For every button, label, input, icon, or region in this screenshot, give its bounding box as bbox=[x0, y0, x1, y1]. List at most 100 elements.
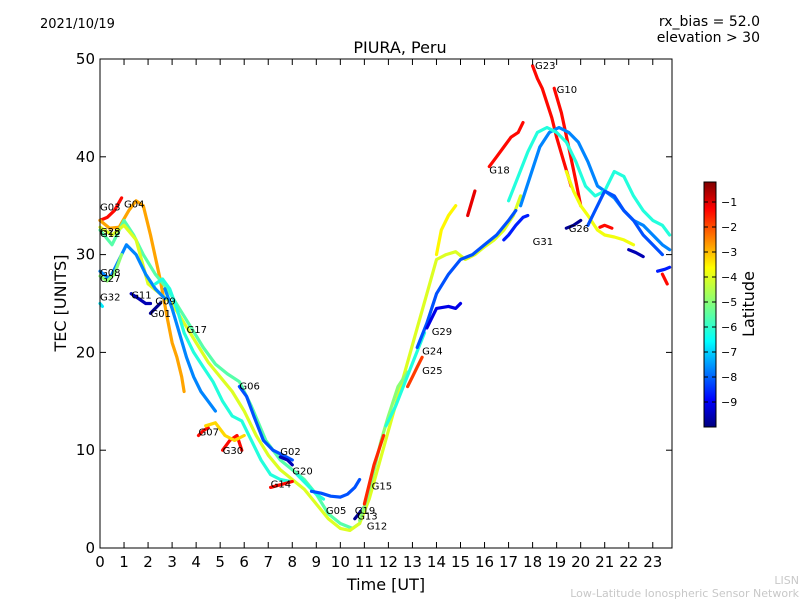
series-g18 bbox=[487, 120, 525, 169]
footer-credit: LISN Low-Latitude Ionospheric Sensor Net… bbox=[570, 574, 799, 600]
x-tick-label: 5 bbox=[215, 553, 225, 571]
sat-label-g10: G10 bbox=[557, 85, 577, 96]
series-g09 bbox=[153, 277, 292, 484]
sat-label-g19: G19 bbox=[355, 506, 375, 517]
sat-label-g26: G26 bbox=[569, 224, 589, 235]
series-g20 bbox=[295, 473, 326, 501]
series-gr3 bbox=[627, 248, 645, 259]
series-g25 bbox=[406, 355, 424, 389]
sat-label-g09: G09 bbox=[155, 297, 175, 308]
series-g17 bbox=[163, 287, 217, 413]
sat-label-g24: G24 bbox=[422, 346, 442, 357]
y-tick-label: 30 bbox=[76, 246, 95, 264]
series-g07 bbox=[196, 426, 210, 438]
x-tick-label: 21 bbox=[595, 553, 614, 571]
x-tick-label: 6 bbox=[239, 553, 249, 571]
x-tick-label: 9 bbox=[312, 553, 322, 571]
colorbar-tick-label: −2 bbox=[721, 221, 737, 234]
sat-label-g15: G15 bbox=[372, 481, 392, 492]
x-tick-label: 22 bbox=[619, 553, 638, 571]
sat-label-g32: G32 bbox=[100, 293, 120, 304]
colorbar bbox=[703, 181, 717, 428]
x-tick-label: 17 bbox=[499, 553, 518, 571]
series-gr1 bbox=[598, 223, 614, 230]
sat-label-g17: G17 bbox=[187, 325, 207, 336]
colorbar-ticks: −1 −2 −3 −4 −5 −6 −7 −8 −9 bbox=[704, 196, 737, 409]
sat-label-g28: G28 bbox=[100, 227, 120, 238]
sat-label-g29: G29 bbox=[432, 327, 452, 338]
series-g22 bbox=[434, 204, 458, 257]
sat-label-g01: G01 bbox=[151, 309, 171, 320]
x-tick-label: 11 bbox=[355, 553, 374, 571]
sat-label-g12: G12 bbox=[100, 229, 120, 240]
series-g02 bbox=[278, 455, 294, 467]
series-g31 bbox=[502, 213, 530, 242]
bias-info: rx_bias = 52.0 elevation > 30 bbox=[657, 14, 760, 46]
sat-label-g14: G14 bbox=[271, 479, 291, 490]
x-tick-label: 18 bbox=[523, 553, 542, 571]
sat-label-g25: G25 bbox=[422, 366, 442, 377]
y-tick-label: 50 bbox=[76, 50, 95, 68]
series-g14 bbox=[269, 479, 294, 489]
sat-label-g18: G18 bbox=[489, 165, 509, 176]
x-tick-label: 4 bbox=[191, 553, 201, 571]
sat-label-g20: G20 bbox=[292, 467, 312, 478]
elevation-label: elevation > 30 bbox=[656, 30, 760, 46]
sat-label-g31: G31 bbox=[533, 237, 553, 248]
sat-label-g04: G04 bbox=[124, 200, 144, 211]
series-g01 bbox=[148, 301, 162, 315]
x-tick-label: 3 bbox=[167, 553, 177, 571]
x-tick-label: 20 bbox=[571, 553, 590, 571]
sat-label-g30: G30 bbox=[223, 446, 243, 457]
y-tick-label: 0 bbox=[85, 539, 95, 557]
date-label: 2021/10/19 bbox=[40, 17, 115, 32]
colorbar-tick-label: −5 bbox=[721, 296, 737, 309]
x-tick-label: 14 bbox=[427, 553, 446, 571]
x-axis-label: Time [UT] bbox=[346, 575, 425, 594]
colorbar-tick-label: −3 bbox=[721, 246, 737, 259]
sat-label-g08: G08 bbox=[100, 268, 120, 279]
sat-label-g07: G07 bbox=[199, 428, 219, 439]
y-tick-label: 40 bbox=[76, 148, 95, 166]
series-g30 bbox=[221, 433, 244, 452]
colorbar-tick-label: −8 bbox=[721, 371, 737, 384]
series-g21 bbox=[425, 301, 463, 330]
x-tick-label: 13 bbox=[403, 553, 422, 571]
sat-label-g27: G27 bbox=[100, 274, 120, 285]
sat-label-g23: G23 bbox=[535, 61, 555, 72]
series-g12 bbox=[98, 194, 523, 533]
x-tick-label: 7 bbox=[263, 553, 273, 571]
series-g18b bbox=[507, 125, 672, 237]
x-tick-label: 19 bbox=[547, 553, 566, 571]
rx-bias-label: rx_bias = 52.0 bbox=[658, 14, 760, 30]
series-g03 bbox=[98, 196, 124, 222]
series-g26 bbox=[466, 189, 477, 218]
lisn-label: LISN bbox=[774, 574, 799, 587]
lisn-fullname: Low-Latitude Ionospheric Sensor Network bbox=[570, 587, 799, 600]
sat-label-g11: G11 bbox=[131, 291, 151, 302]
series-gr2 bbox=[660, 272, 669, 286]
x-tick-label: 1 bbox=[119, 553, 129, 571]
series-g05 bbox=[309, 477, 362, 499]
x-tick-label: 23 bbox=[643, 553, 662, 571]
series-g28 bbox=[98, 218, 362, 531]
series-gr4 bbox=[655, 265, 672, 273]
series-g26b bbox=[586, 189, 665, 257]
series-g15 bbox=[362, 433, 386, 506]
x-tick-label: 0 bbox=[95, 553, 105, 571]
series-g10b bbox=[564, 169, 636, 247]
x-tick-label: 15 bbox=[451, 553, 470, 571]
colorbar-tick-label: −7 bbox=[721, 346, 737, 359]
y-tick-label: 10 bbox=[76, 441, 95, 459]
sat-label-g13: G13 bbox=[357, 512, 377, 523]
x-axis-ticks: 0 1 2 3 4 5 6 7 8 9 10 11 12 13 14 15 16 17 18 19 20 21 22 23 bbox=[95, 59, 662, 571]
series-g24 bbox=[384, 331, 427, 428]
series-g23 bbox=[530, 64, 573, 188]
series-g06 bbox=[237, 385, 294, 462]
colorbar-tick-label: −9 bbox=[721, 396, 737, 409]
sat-label-g06: G06 bbox=[239, 382, 259, 393]
x-tick-label: 2 bbox=[143, 553, 153, 571]
series-g31b bbox=[518, 125, 672, 252]
